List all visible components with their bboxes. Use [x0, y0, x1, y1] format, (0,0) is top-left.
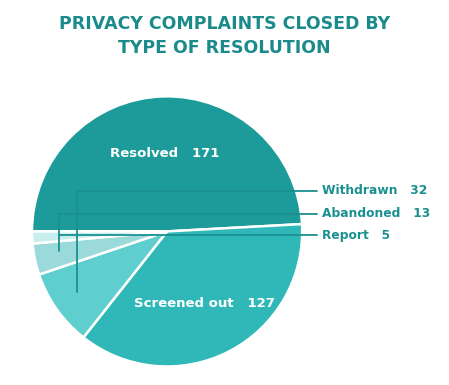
Text: Abandoned   13: Abandoned 13	[59, 208, 431, 251]
Title: PRIVACY COMPLAINTS CLOSED BY
TYPE OF RESOLUTION: PRIVACY COMPLAINTS CLOSED BY TYPE OF RES…	[59, 15, 390, 57]
Text: Report   5: Report 5	[59, 229, 391, 242]
Wedge shape	[32, 96, 302, 231]
Text: Screened out   127: Screened out 127	[134, 297, 275, 310]
Wedge shape	[39, 231, 167, 338]
Text: Resolved   171: Resolved 171	[110, 147, 220, 160]
Wedge shape	[84, 224, 302, 367]
Text: Withdrawn   32: Withdrawn 32	[76, 184, 428, 293]
Wedge shape	[32, 231, 167, 244]
Wedge shape	[32, 231, 167, 275]
